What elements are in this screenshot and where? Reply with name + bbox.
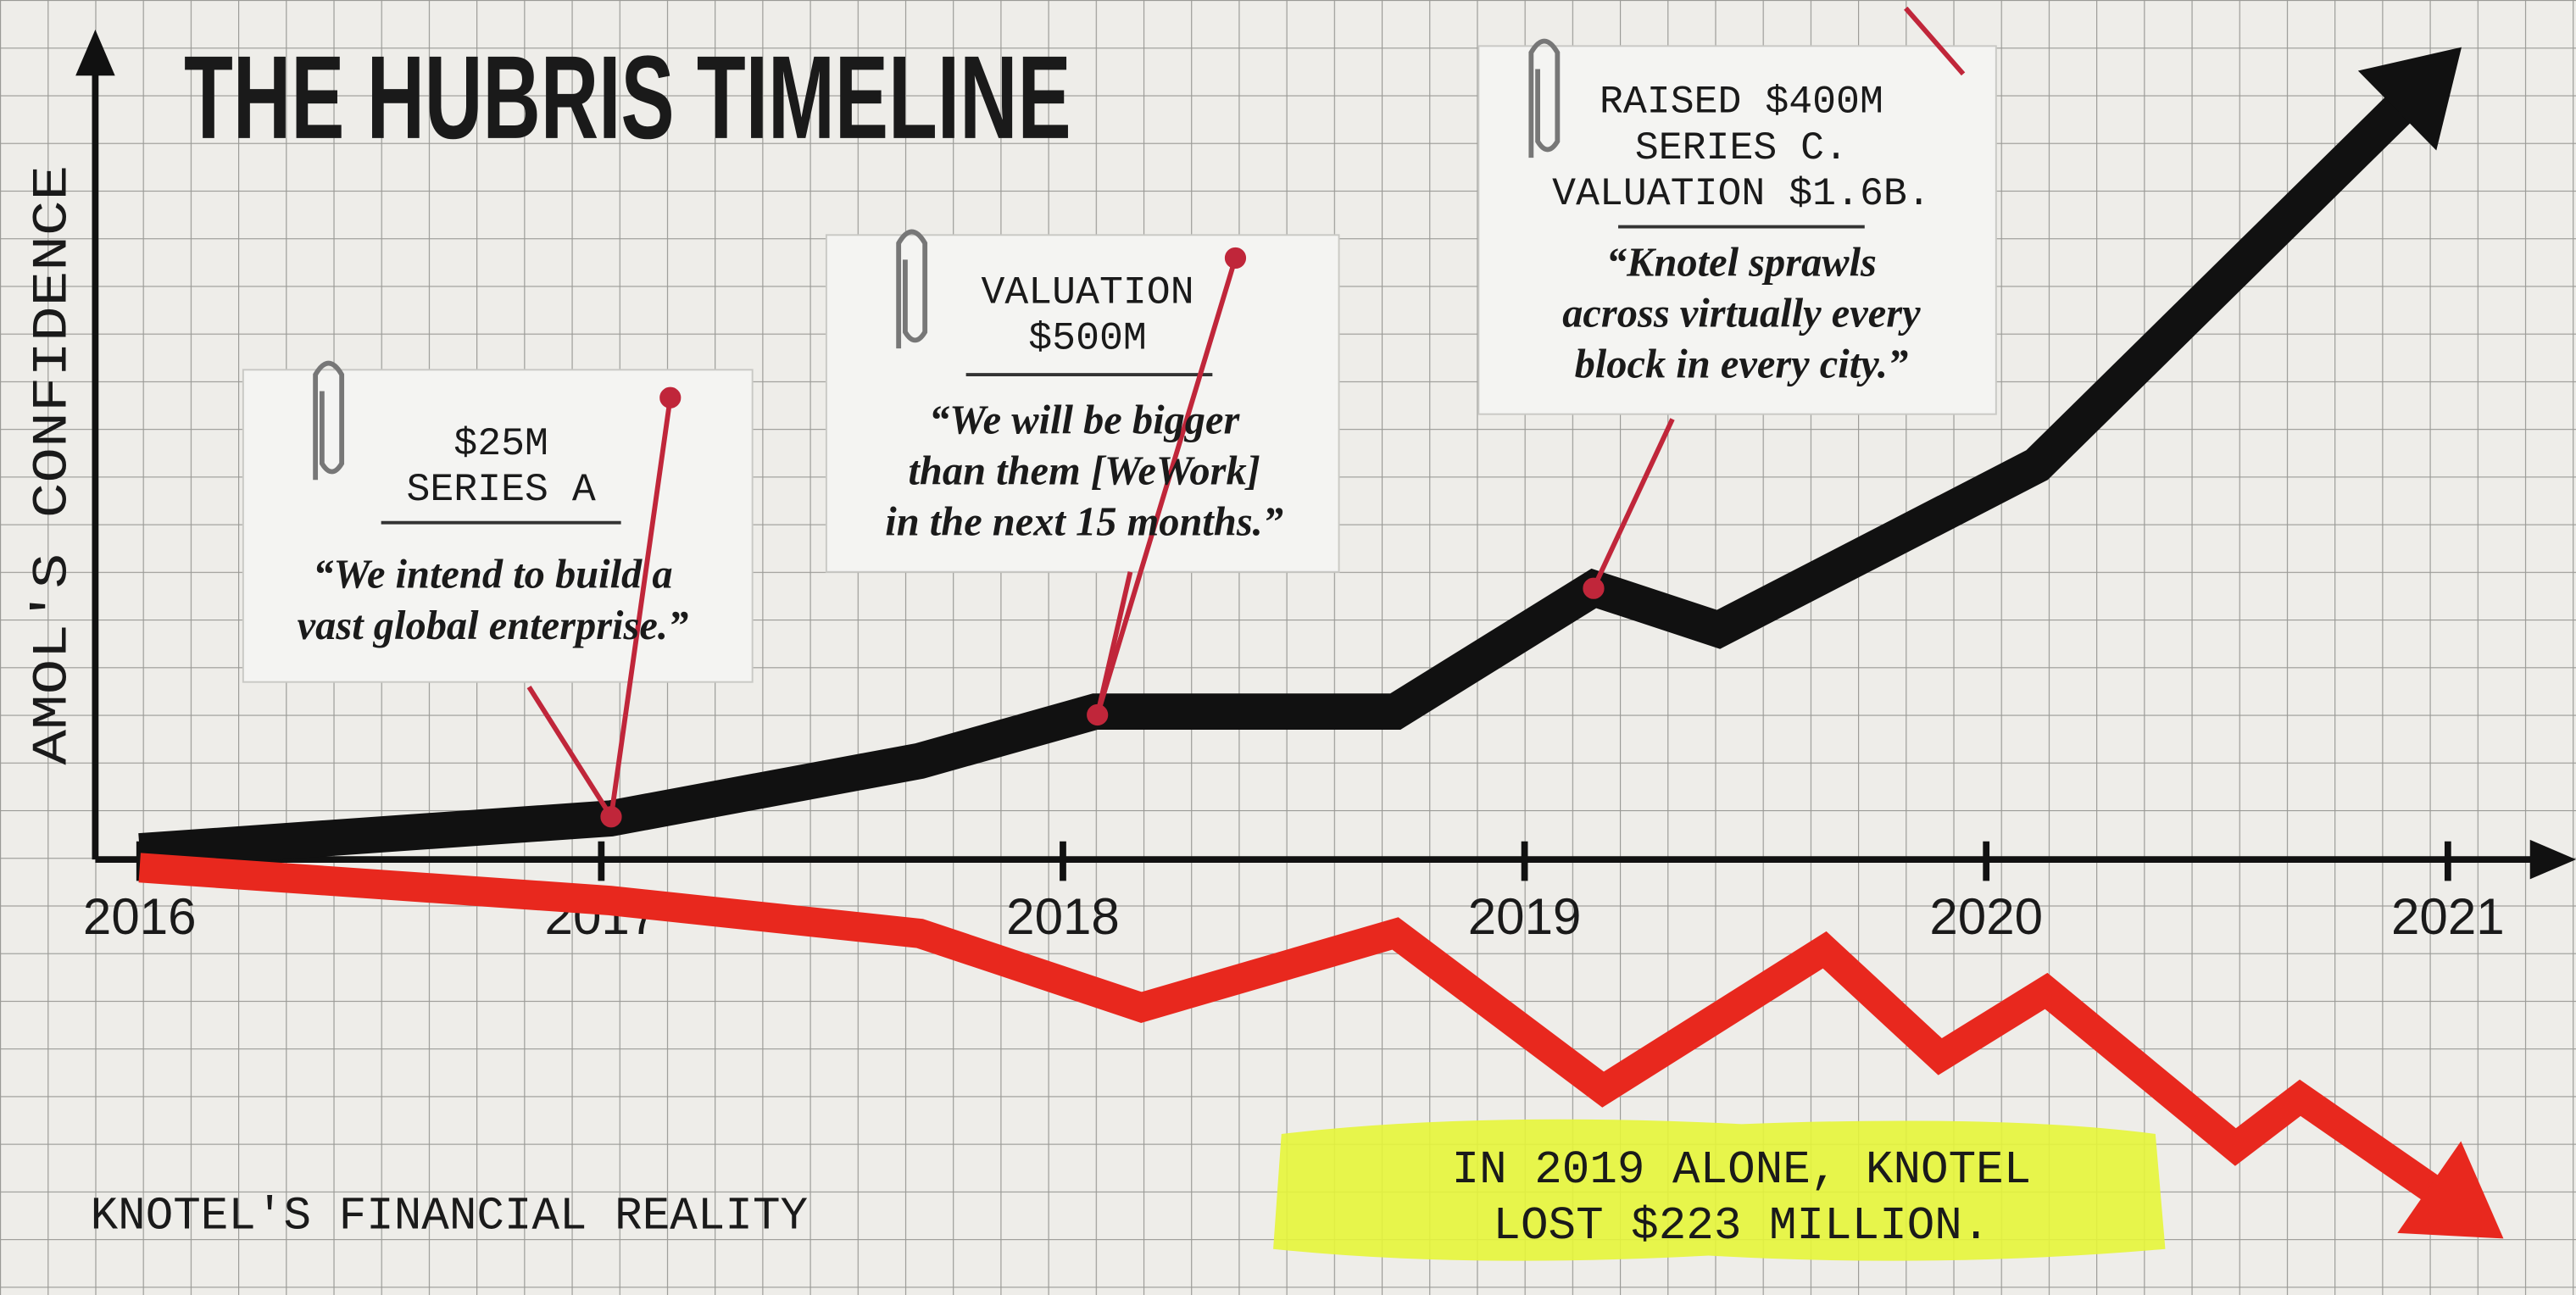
- note-card: [825, 234, 1340, 573]
- note-quote: “We will be bigger: [929, 397, 1241, 442]
- note-heading: SERIES A: [407, 467, 596, 512]
- pin: [1224, 247, 1247, 270]
- pin: [659, 386, 682, 409]
- callout-text: LOST $223 MILLION.: [1493, 1201, 1989, 1253]
- x-tick-label: 2020: [1929, 888, 2043, 945]
- note-heading: VALUATION $1.6B.: [1552, 171, 1931, 216]
- x-tick-label: 2019: [1468, 888, 1582, 945]
- paper-clip: [896, 229, 928, 349]
- callout-text: IN 2019 ALONE, KNOTEL: [1452, 1145, 2032, 1197]
- note-quote: “We intend to build a: [313, 553, 672, 597]
- string: [1094, 257, 1238, 716]
- series-arrowhead: [2357, 47, 2462, 151]
- note-quote: block in every city.”: [1575, 342, 1909, 386]
- x-tick-label: 2018: [1006, 888, 1120, 945]
- pin: [600, 806, 622, 828]
- string: [609, 397, 673, 818]
- string: [1094, 571, 1133, 716]
- series-arrowhead: [2397, 1141, 2504, 1239]
- note-quote: vast global enterprise.”: [298, 603, 689, 648]
- strings: [526, 6, 1966, 828]
- note-quote: in the next 15 months.”: [885, 500, 1283, 545]
- series-line: [138, 65, 2442, 870]
- series-line: [138, 853, 2475, 1226]
- note-heading: $25M: [453, 421, 548, 466]
- highlight: [1273, 1119, 2166, 1261]
- string: [526, 685, 614, 819]
- x-tick-label: 2016: [83, 888, 197, 945]
- note-quote: “Knotel sprawls: [1606, 240, 1877, 285]
- chart-title: THE HUBRIS TIMELINE: [184, 31, 1071, 164]
- legend-label: KNOTEL'S FINANCIAL REALITY: [91, 1191, 808, 1242]
- y-axis-label: AMOL'S CONFIDENCE: [25, 165, 81, 765]
- x-tick-label: 2021: [2391, 888, 2505, 945]
- pin: [1583, 577, 1605, 599]
- x-axis-arrow: [2529, 839, 2576, 880]
- string: [1904, 6, 1966, 76]
- note-heading: RAISED $400M: [1600, 79, 1883, 124]
- note-quote: across virtually every: [1562, 291, 1921, 336]
- pin: [1087, 703, 1109, 726]
- note-card: [1477, 45, 1997, 415]
- note-quote: than them [WeWork]: [908, 449, 1260, 494]
- note-cards: [242, 38, 1997, 683]
- note-heading: $500M: [1028, 316, 1147, 361]
- note-heading: VALUATION: [981, 270, 1193, 314]
- paper-clip: [313, 360, 345, 481]
- note-heading: SERIES C.: [1635, 125, 1848, 170]
- paper-clip: [1528, 38, 1561, 158]
- string: [1591, 418, 1675, 590]
- y-axis-arrow: [75, 29, 115, 76]
